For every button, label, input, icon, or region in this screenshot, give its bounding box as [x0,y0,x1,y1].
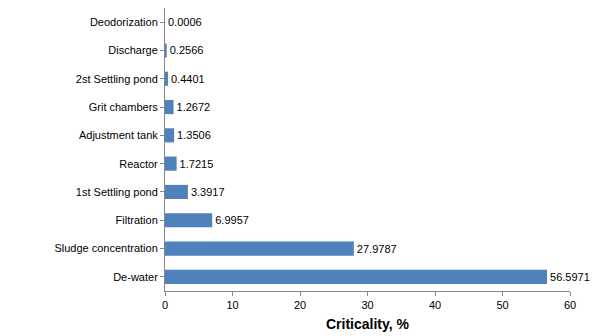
svg-text:1.2672: 1.2672 [177,101,211,113]
svg-text:Discharge: Discharge [108,44,158,56]
svg-text:De-water: De-water [113,271,158,283]
svg-text:0.0006: 0.0006 [168,16,202,28]
svg-text:27.9787: 27.9787 [357,243,397,255]
svg-text:Reactor: Reactor [119,158,158,170]
svg-text:0: 0 [162,299,168,311]
svg-text:50: 50 [496,299,508,311]
svg-text:1st Settling pond: 1st Settling pond [76,186,158,198]
svg-text:Sludge concentration: Sludge concentration [54,242,157,254]
svg-text:3.3917: 3.3917 [191,186,225,198]
svg-text:40: 40 [429,299,441,311]
svg-text:6.9957: 6.9957 [215,214,249,226]
svg-text:Grit chambers: Grit chambers [89,101,159,113]
svg-text:30: 30 [361,299,373,311]
svg-text:56.5971: 56.5971 [550,271,590,283]
svg-text:60: 60 [564,299,576,311]
svg-text:20: 20 [294,299,306,311]
svg-text:1.3506: 1.3506 [177,129,211,141]
svg-text:2st Settling pond: 2st Settling pond [76,73,158,85]
svg-text:Criticality, %: Criticality, % [326,316,410,332]
svg-text:Deodorization: Deodorization [90,16,158,28]
svg-text:0.2566: 0.2566 [170,44,204,56]
svg-text:Filtration: Filtration [116,214,158,226]
svg-text:1.7215: 1.7215 [180,158,214,170]
svg-text:0.4401: 0.4401 [171,73,205,85]
svg-text:10: 10 [226,299,238,311]
svg-text:Adjustment tank: Adjustment tank [79,129,158,141]
